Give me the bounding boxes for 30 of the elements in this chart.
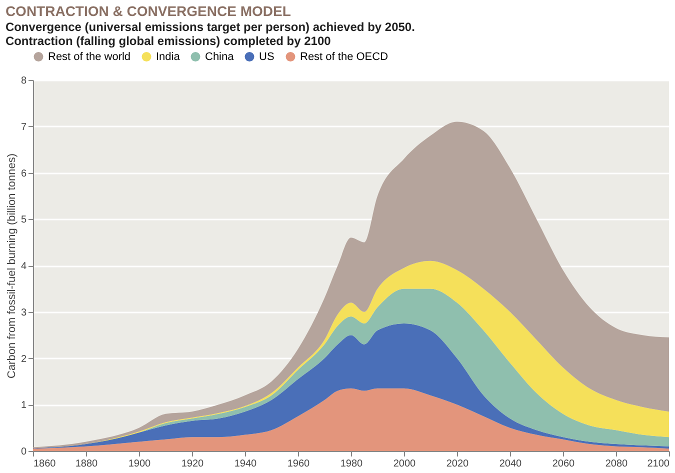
chart-subtitle: Convergence (universal emissions target per person) achieved by 2050. Contraction (falling global emissions) completed by 2100 [5,20,415,48]
x-tick-label: 1900 [128,458,152,470]
y-tick-label: 5 [20,214,27,226]
x-tick-label: 1880 [75,458,98,470]
x-tick-label: 2020 [446,458,470,470]
legend-label: India [156,50,181,63]
legend-label: Rest of the world [48,50,131,63]
y-tick-label: 6 [20,168,27,180]
x-tick-label: 2080 [605,458,628,470]
y-tick-label: 2 [20,354,27,365]
y-tick-label: 7 [20,122,27,133]
x-tick-label: 1860 [34,458,56,470]
x-tick-label: 2060 [552,458,576,470]
legend-label: China [205,50,235,63]
x-tick-label: 1920 [181,458,204,470]
y-tick-label: 0 [20,446,27,458]
x-tick-label: 2040 [499,458,522,470]
x-tick-label: 1940 [234,458,258,470]
y-tick-label: 3 [20,307,27,318]
y-axis-title: Carbon from fossil-fuel burning (billion tonnes) [6,154,18,378]
legend-label: Rest of the OECD [300,50,388,63]
x-tick-label: 2100 [647,458,670,470]
y-tick-label: 8 [20,76,27,86]
x-tick-label: 1980 [340,458,364,470]
x-tick-label: 1960 [287,458,310,470]
chart-title: CONTRACTION & CONVERGENCE MODEL [5,3,292,19]
x-tick-label: 2000 [393,458,416,470]
y-tick-label: 4 [20,261,27,272]
legend-label: US [259,50,274,63]
y-tick-label: 1 [20,400,27,412]
